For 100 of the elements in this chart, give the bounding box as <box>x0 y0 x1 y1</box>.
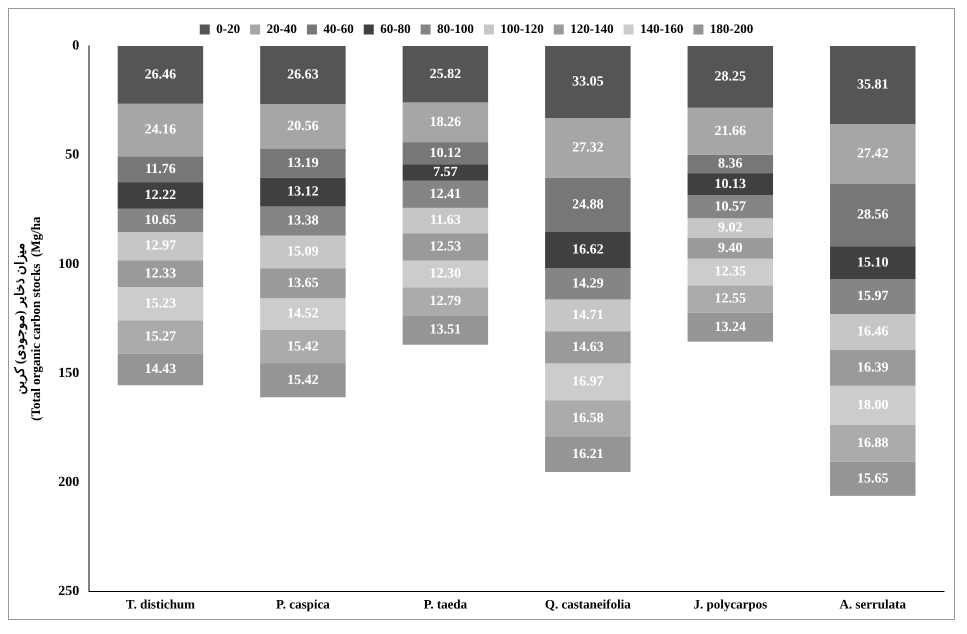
data-label: 26.46 <box>144 67 176 82</box>
bar <box>260 236 346 268</box>
data-label: 9.02 <box>718 220 743 236</box>
bar <box>830 46 916 124</box>
data-label: 27.32 <box>572 140 604 156</box>
bar <box>830 279 916 314</box>
bar <box>260 148 346 178</box>
data-label: 16.88 <box>857 436 889 451</box>
legend-label: 0-20 <box>216 20 240 36</box>
bar <box>545 332 631 364</box>
bar <box>402 102 488 142</box>
data-label: 28.25 <box>714 69 746 84</box>
bar <box>260 298 346 330</box>
bar <box>688 312 774 342</box>
bar <box>118 104 204 156</box>
bar <box>402 46 488 102</box>
x-tick-label: Q. castaneifolia <box>544 596 632 612</box>
bar <box>118 208 204 232</box>
data-label: 13.65 <box>287 276 319 291</box>
legend-label: 120-140 <box>570 20 614 36</box>
data-label: 13.12 <box>287 184 319 200</box>
x-tick-label: J. polycarpos <box>693 596 768 612</box>
bar <box>545 363 631 400</box>
legend-label: 80-100 <box>437 20 474 36</box>
bar <box>545 46 631 118</box>
bar <box>118 182 204 209</box>
data-label: 35.81 <box>857 78 889 93</box>
bar <box>688 46 774 108</box>
data-label: 16.62 <box>572 242 604 258</box>
data-label: 24.16 <box>144 122 176 138</box>
x-tick-label: T. distichum <box>126 596 196 612</box>
bar <box>118 260 204 288</box>
data-label: 13.19 <box>287 156 319 171</box>
data-label: 15.09 <box>287 244 319 260</box>
bar <box>545 118 631 178</box>
bar <box>402 180 488 208</box>
data-label: 26.63 <box>287 68 319 83</box>
legend-label: 180-200 <box>710 20 754 36</box>
data-label: 21.66 <box>714 124 746 139</box>
data-label: 12.33 <box>144 266 176 282</box>
bar <box>830 246 916 280</box>
data-label: 16.39 <box>857 360 889 376</box>
data-label: 33.05 <box>572 74 604 90</box>
data-label: 15.65 <box>857 471 889 486</box>
legend-label: 60-80 <box>380 20 411 36</box>
data-label: 14.43 <box>144 362 176 378</box>
legend-label: 20-40 <box>266 20 297 36</box>
data-label: 7.57 <box>433 165 458 180</box>
bar <box>260 330 346 364</box>
y-tick-label: 100 <box>58 256 80 272</box>
bar <box>402 287 488 316</box>
bar <box>260 104 346 149</box>
y-tick-label: 200 <box>58 474 80 490</box>
bar <box>830 314 916 350</box>
bar <box>830 462 916 496</box>
legend-label: 100-120 <box>500 20 544 36</box>
data-label: 14.63 <box>572 340 604 356</box>
bar <box>545 299 631 332</box>
bar <box>545 232 631 268</box>
legend-label: 140-160 <box>640 20 684 36</box>
data-label: 15.42 <box>287 372 319 388</box>
data-label: 24.88 <box>572 197 604 212</box>
bar <box>260 46 346 104</box>
bar <box>260 206 346 236</box>
data-label: 18.26 <box>430 114 462 130</box>
bar <box>402 142 488 164</box>
data-label: 20.56 <box>287 119 319 134</box>
bar <box>402 315 488 345</box>
bar <box>260 364 346 398</box>
bar <box>688 285 774 313</box>
data-label: 10.13 <box>714 176 746 192</box>
bar <box>688 258 774 286</box>
data-label: 10.12 <box>430 146 462 161</box>
data-label: 12.79 <box>430 294 462 309</box>
y-tick-label: 150 <box>58 366 80 381</box>
bar <box>545 178 631 232</box>
data-label: 10.65 <box>144 212 176 228</box>
bar <box>118 156 204 182</box>
data-label: 13.51 <box>430 322 462 338</box>
data-label: 15.97 <box>857 289 889 304</box>
x-tick-label: A. serrulata <box>840 596 906 612</box>
legend-label: 40-60 <box>323 20 354 36</box>
bar <box>118 320 204 354</box>
bar <box>688 154 774 174</box>
data-label: 25.82 <box>430 66 462 82</box>
bar <box>545 268 631 300</box>
bar <box>688 218 774 238</box>
data-label: 11.76 <box>145 162 176 177</box>
bar <box>118 232 204 260</box>
data-label: 28.56 <box>857 208 889 223</box>
bar <box>830 124 916 184</box>
bar <box>118 287 204 320</box>
bar <box>830 184 916 246</box>
data-label: 27.42 <box>857 146 889 162</box>
data-label: 11.63 <box>430 213 461 228</box>
bar <box>402 164 488 181</box>
bar <box>402 260 488 288</box>
bar <box>545 436 631 472</box>
data-label: 8.36 <box>718 156 743 172</box>
bar <box>830 386 916 425</box>
